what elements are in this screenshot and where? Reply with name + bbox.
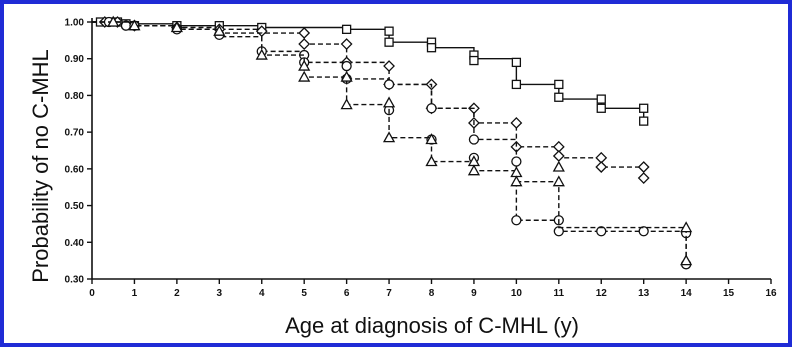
square-marker — [554, 92, 564, 102]
series-group — [92, 15, 693, 270]
y-tick-label: 0.60 — [65, 164, 85, 175]
triangle-marker — [298, 70, 311, 82]
triangle-marker — [425, 133, 438, 145]
circle-marker — [553, 226, 564, 237]
triangle-marker — [107, 15, 120, 27]
y-tick-label: 1.00 — [65, 18, 85, 29]
x-tick-label: 1 — [132, 288, 138, 299]
square-marker — [426, 43, 437, 53]
x-tick-label: 11 — [554, 288, 565, 299]
square-marker — [639, 116, 649, 126]
y-tick-label: 0.50 — [65, 201, 85, 212]
circle-marker — [638, 226, 649, 237]
triangle-marker — [255, 48, 268, 60]
triangle-marker — [510, 166, 523, 178]
axes: 0.300.400.500.600.700.800.901.000 1 2 3 4 5 6 7… — [65, 18, 777, 300]
y-axis-title: Probability of no C-MHL — [28, 49, 53, 283]
diamond-marker — [383, 60, 395, 72]
x-tick-label: 3 — [217, 288, 223, 299]
series-line-circle — [92, 21, 687, 265]
triangle-marker — [170, 21, 183, 33]
diamond-marker — [298, 38, 311, 50]
triangle-marker — [510, 175, 523, 187]
diamond-marker — [298, 27, 311, 39]
y-tick-label: 0.30 — [65, 275, 85, 286]
square-marker — [384, 26, 394, 36]
y-tick-label: 0.90 — [65, 54, 85, 65]
x-tick-label: 5 — [301, 288, 307, 299]
y-tick-label: 0.70 — [65, 128, 85, 139]
x-tick-label: 13 — [638, 288, 650, 299]
x-tick-label: 8 — [429, 288, 435, 299]
x-axis-title: Age at diagnosis of C-MHL (y) — [285, 313, 579, 338]
square-marker — [469, 55, 479, 66]
x-tick-label: 2 — [174, 288, 180, 299]
square-marker — [511, 79, 522, 90]
diamond-marker — [340, 38, 353, 50]
diamond-marker — [637, 172, 650, 184]
x-tick-label: 7 — [386, 288, 392, 299]
triangle-marker — [340, 70, 353, 82]
square-marker — [511, 57, 522, 68]
y-tick-label: 0.80 — [65, 91, 85, 102]
x-tick-label: 6 — [344, 288, 350, 299]
triangle-marker — [128, 19, 141, 31]
triangle-marker — [467, 164, 481, 176]
triangle-marker — [213, 24, 226, 36]
square-marker — [554, 79, 564, 90]
circle-marker — [511, 215, 522, 226]
circle-marker — [426, 103, 437, 114]
series-triangle — [92, 15, 693, 266]
circle-marker — [596, 226, 607, 237]
square-marker — [596, 94, 606, 104]
series-line-square — [92, 21, 645, 123]
x-tick-label: 12 — [596, 288, 608, 299]
circle-marker — [468, 134, 480, 145]
x-tick-label: 0 — [89, 288, 95, 299]
x-tick-label: 10 — [511, 288, 523, 299]
series-diamond — [92, 16, 650, 184]
triangle-marker — [425, 155, 438, 167]
diamond-marker — [552, 150, 565, 162]
triangle-marker — [382, 131, 396, 143]
triangle-marker — [680, 221, 693, 233]
triangle-marker — [340, 98, 353, 110]
square-marker — [341, 24, 352, 34]
triangle-marker — [552, 160, 565, 172]
y-tick-label: 0.40 — [65, 238, 85, 249]
circle-marker — [511, 156, 522, 167]
circle-marker — [341, 60, 352, 72]
square-marker — [384, 37, 394, 47]
survival-chart: 0.300.400.500.600.700.800.901.000 1 2 3 4 5 6 7… — [28, 15, 777, 338]
triangle-marker — [298, 59, 311, 71]
triangle-marker — [680, 254, 693, 266]
circle-marker — [383, 79, 395, 90]
x-tick-label: 15 — [723, 288, 735, 299]
diamond-marker — [637, 161, 650, 173]
triangle-marker — [552, 175, 565, 187]
triangle-marker — [382, 96, 396, 108]
x-tick-label: 14 — [681, 288, 693, 299]
diamond-marker — [510, 117, 523, 129]
x-tick-label: 16 — [765, 288, 777, 299]
x-tick-label: 4 — [259, 288, 265, 299]
diamond-marker — [595, 161, 608, 173]
x-tick-label: 9 — [471, 288, 477, 299]
series-circle — [92, 16, 692, 270]
square-marker — [596, 103, 606, 113]
square-marker — [639, 103, 649, 113]
